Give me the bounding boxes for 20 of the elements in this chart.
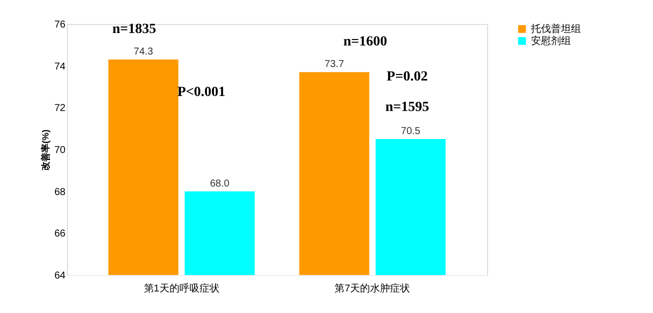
- annotation: n=1595: [385, 100, 430, 115]
- annotation: P=0.02: [386, 70, 428, 85]
- y-tick-label: 68: [54, 186, 66, 198]
- x-tick-label: 第7天的水肿症状: [334, 282, 410, 294]
- x-tick-label: 第1天的呼吸症状: [144, 282, 220, 294]
- legend-label: 托伐普坦组: [530, 23, 581, 35]
- data-label: 74.3: [134, 46, 154, 58]
- y-tick-label: 64: [54, 270, 66, 282]
- data-label: 73.7: [324, 59, 344, 70]
- y-tick-label: 74: [54, 61, 66, 72]
- annotation: n=1835: [112, 22, 156, 38]
- y-tick-label: 70: [54, 145, 66, 156]
- y-axis-title: 改善率(%): [40, 130, 50, 170]
- annotation: n=1600: [343, 34, 388, 50]
- data-label: 68.0: [210, 178, 230, 190]
- y-tick-label: 72: [54, 103, 66, 114]
- y-tick-label: 66: [54, 228, 66, 240]
- legend-label: 安慰剂组: [531, 35, 571, 47]
- data-label: 70.5: [400, 126, 421, 138]
- y-tick-label: 76: [54, 20, 66, 30]
